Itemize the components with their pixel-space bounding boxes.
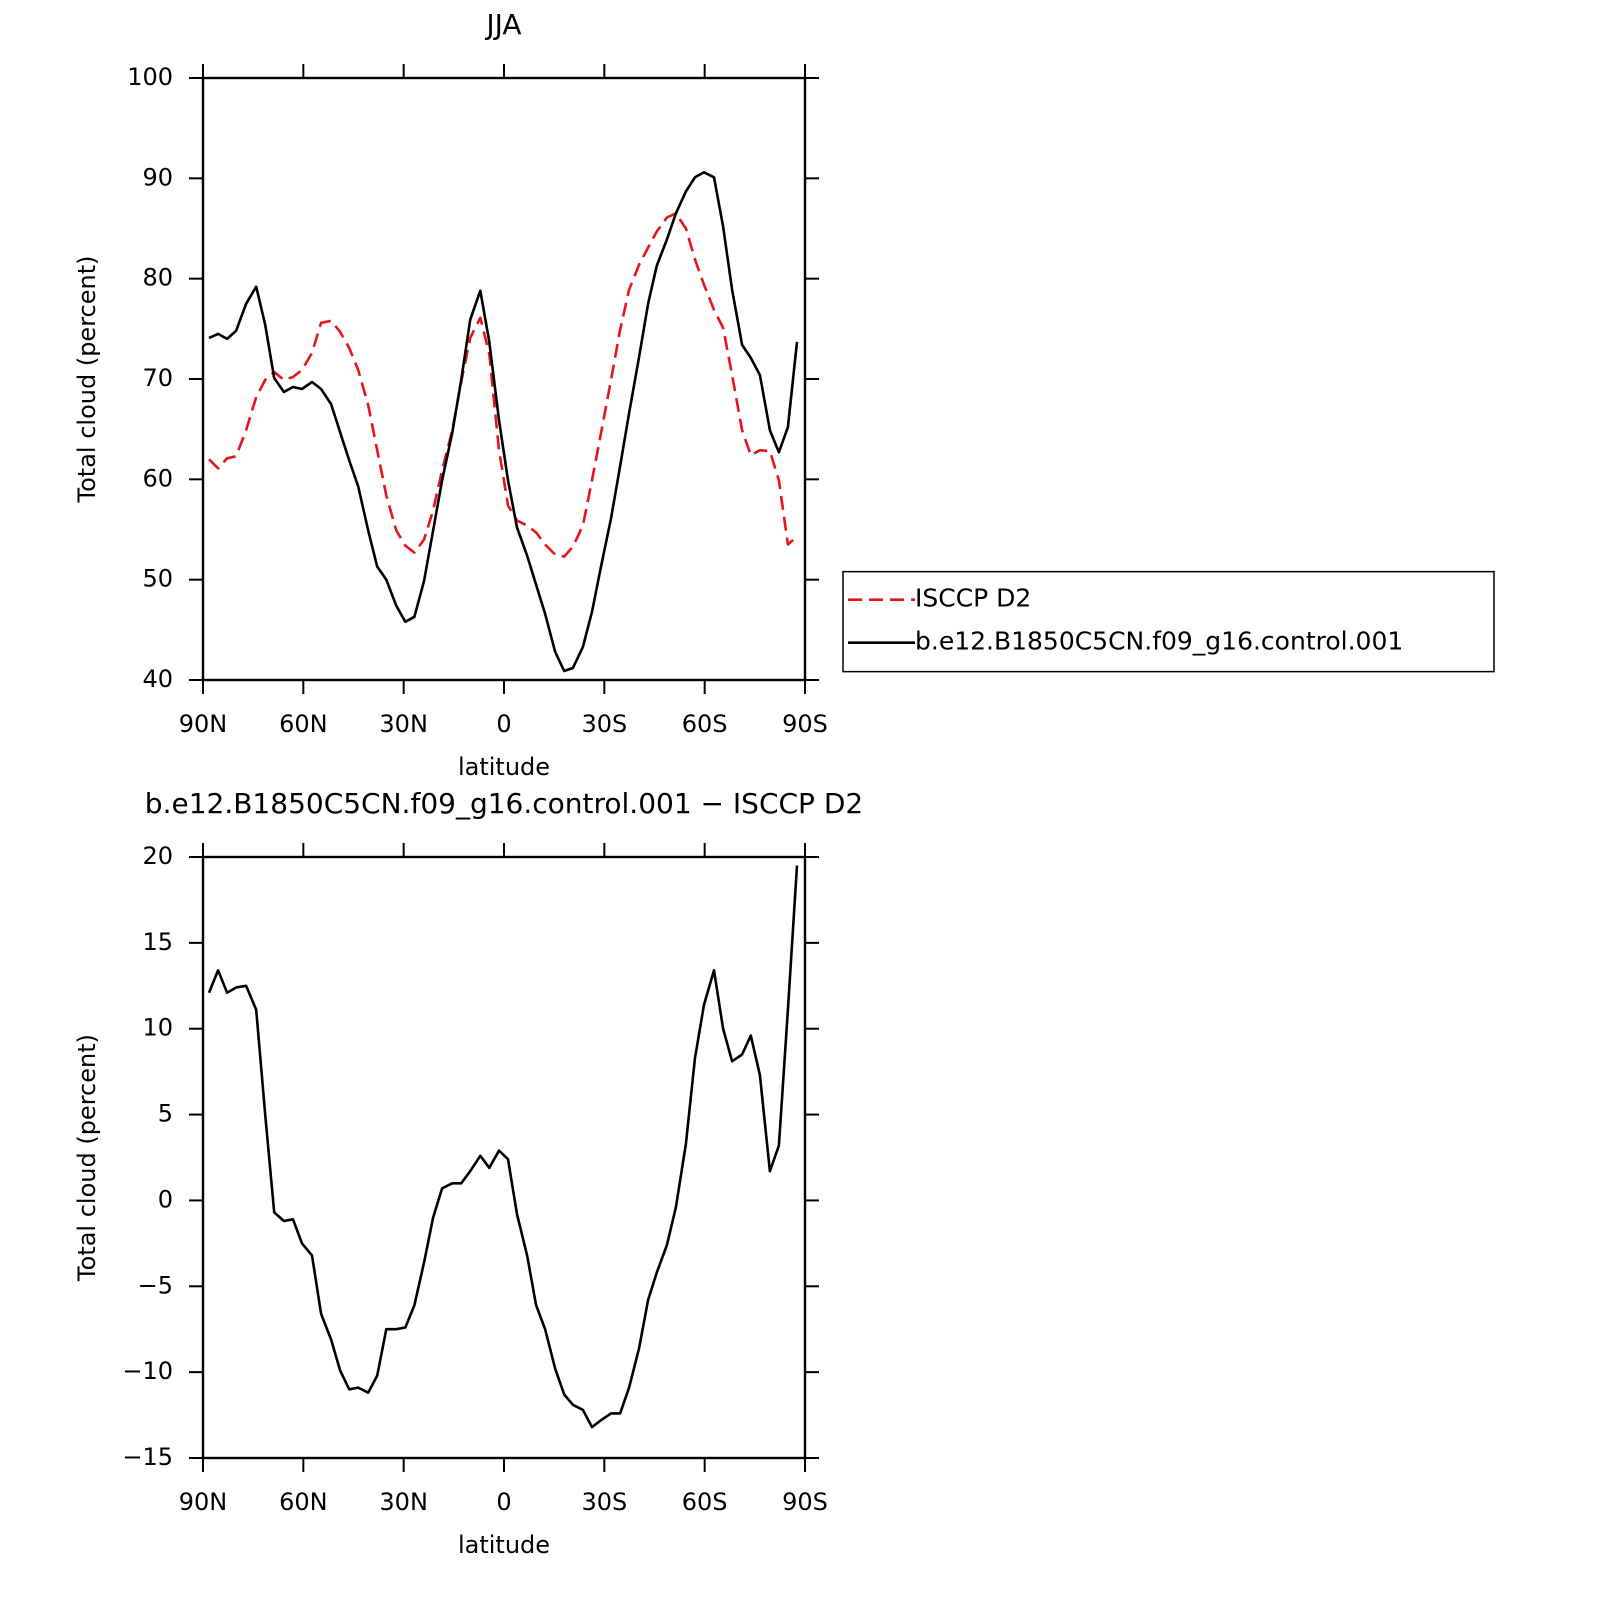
y-tick-label: 100	[127, 63, 173, 91]
x-tick-label: 30S	[581, 710, 627, 738]
data-line	[208, 212, 798, 558]
legend-label: ISCCP D2	[915, 584, 1031, 613]
data-line	[207, 865, 799, 1429]
x-tick-label: 90N	[179, 1488, 228, 1516]
y-tick-label: 80	[142, 264, 173, 292]
data-line	[208, 171, 799, 673]
y-tick-label: 5	[158, 1100, 173, 1128]
plot-frame	[201, 855, 807, 1460]
y-tick-label: 70	[142, 364, 173, 392]
y-tick-label: 90	[142, 163, 173, 191]
x-tick-label: 90N	[179, 710, 228, 738]
plot-frame	[201, 76, 807, 682]
chart-title: JJA	[484, 8, 521, 41]
x-tick-label: 30N	[379, 710, 428, 738]
y-tick-label: 50	[142, 565, 173, 593]
x-tick-label: 60N	[279, 710, 328, 738]
x-axis-label: latitude	[458, 753, 550, 781]
x-tick-label: 60S	[682, 1488, 728, 1516]
x-tick-label: 60S	[682, 710, 728, 738]
x-tick-label: 0	[496, 710, 511, 738]
x-axis-label: latitude	[458, 1531, 550, 1559]
y-tick-label: 60	[142, 464, 173, 492]
y-tick-label: 20	[142, 842, 173, 870]
y-tick-label: −5	[138, 1271, 173, 1299]
x-tick-label: 30N	[379, 1488, 428, 1516]
x-tick-label: 0	[496, 1488, 511, 1516]
y-tick-label: −10	[122, 1357, 173, 1385]
legend-box	[842, 570, 1495, 673]
y-tick-label: 0	[158, 1185, 173, 1213]
x-tick-label: 30S	[581, 1488, 627, 1516]
y-tick-label: 15	[142, 928, 173, 956]
x-tick-label: 90S	[782, 1488, 828, 1516]
y-tick-label: −15	[122, 1443, 173, 1471]
y-tick-label: 10	[142, 1014, 173, 1042]
y-tick-label: 40	[142, 665, 173, 693]
x-tick-label: 90S	[782, 710, 828, 738]
chart-title: b.e12.B1850C5CN.f09_g16.control.001 − IS…	[145, 787, 863, 820]
x-tick-label: 60N	[279, 1488, 328, 1516]
y-axis-label: Total cloud (percent)	[73, 1034, 101, 1282]
y-axis-label: Total cloud (percent)	[73, 256, 101, 504]
legend-label: b.e12.B1850C5CN.f09_g16.control.001	[915, 627, 1403, 656]
